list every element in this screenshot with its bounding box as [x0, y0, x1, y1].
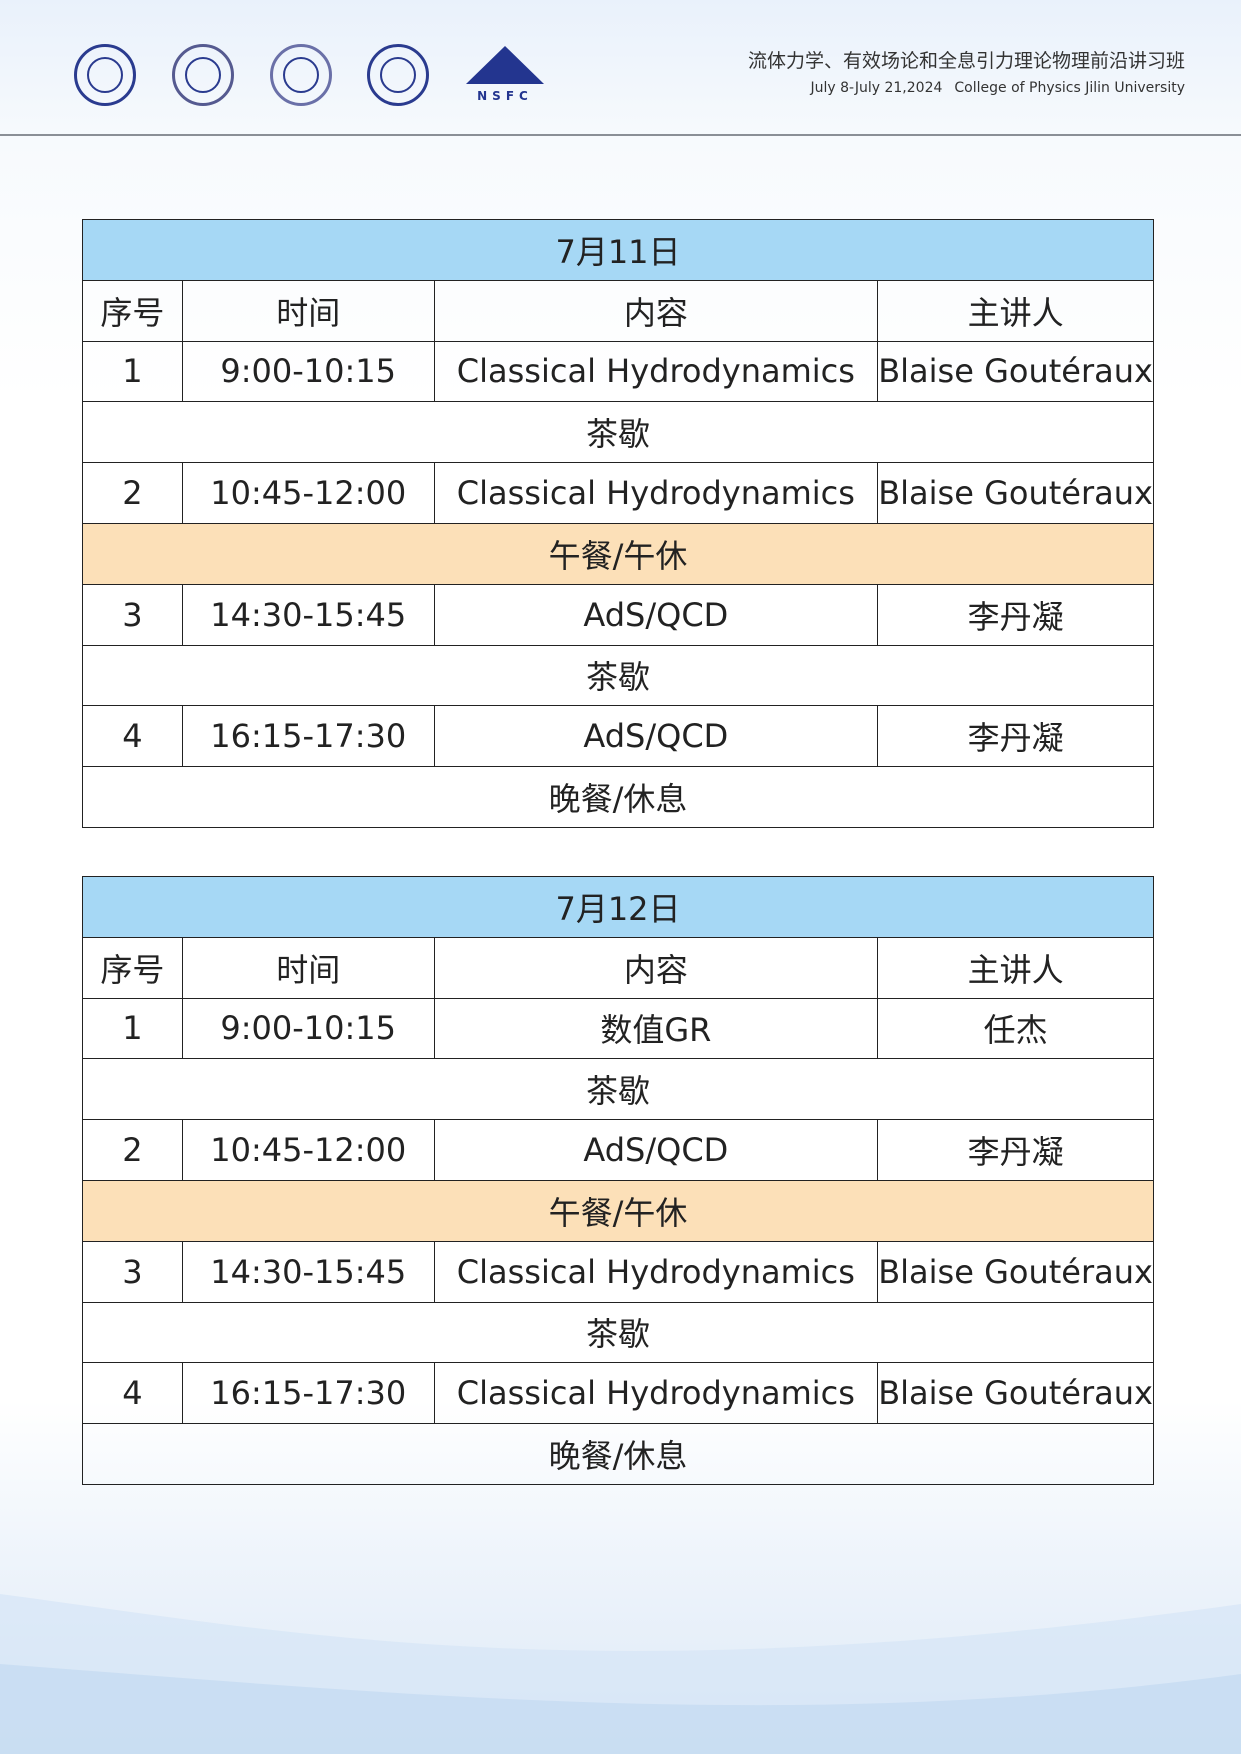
session-no: 3 [82, 1240, 183, 1303]
session-no: 2 [82, 462, 183, 524]
session-speaker: Blaise Goutéraux [877, 1240, 1154, 1303]
break-row: 茶歇 [82, 644, 1154, 707]
jilin-university-logo [74, 44, 136, 106]
session-speaker: Blaise Goutéraux [877, 1362, 1154, 1425]
session-speaker: 李丹凝 [877, 1119, 1154, 1181]
column-header: 内容 [433, 936, 879, 999]
session-content: Classical Hydrodynamics [433, 340, 879, 403]
session-time: 9:00-10:15 [181, 997, 435, 1060]
nsfc-logo: NSFC [466, 46, 544, 103]
session-no: 1 [82, 997, 183, 1060]
day-header-row: 7月12日 [82, 876, 1154, 938]
session-content: Classical Hydrodynamics [433, 1240, 879, 1303]
session-row: 2 10:45-12:00 Classical Hydrodynamics Blais… [82, 462, 1154, 524]
session-time: 10:45-12:00 [181, 1119, 435, 1181]
break-label: 茶歇 [82, 644, 1154, 707]
column-header-row: 序号 时间 内容 主讲人 [82, 936, 1154, 999]
session-content: AdS/QCD [433, 1119, 879, 1181]
session-no: 3 [82, 583, 183, 646]
break-label: 茶歇 [82, 1301, 1154, 1364]
session-speaker: 任杰 [877, 997, 1154, 1060]
schedule-table-day2: 7月12日 序号 时间 内容 主讲人 1 9:00-10:15 数值GR 任杰 茶歇 2 10:45-… [82, 876, 1154, 1485]
dates: July 8-July 21,2024 [810, 80, 943, 96]
column-header: 序号 [82, 936, 183, 999]
session-row: 1 9:00-10:15 数值GR 任杰 [82, 997, 1154, 1060]
column-header: 时间 [181, 279, 435, 342]
column-header: 主讲人 [877, 279, 1154, 342]
lunch-row: 午餐/午休 [82, 522, 1154, 585]
session-time: 16:15-17:30 [181, 1362, 435, 1425]
session-no: 4 [82, 1362, 183, 1425]
workshop-subtitle: July 8-July 21,2024 College of Physics Ji… [811, 80, 1186, 96]
session-no: 1 [82, 340, 183, 403]
session-time: 14:30-15:45 [181, 1240, 435, 1303]
workshop-title: 流体力学、有效场论和全息引力理论物理前沿讲习班 [747, 50, 1185, 72]
day-date: 7月11日 [82, 219, 1154, 281]
technology-university-logo [367, 44, 429, 106]
session-speaker: 李丹凝 [877, 583, 1154, 646]
break-label: 茶歇 [82, 401, 1154, 464]
break-row: 茶歇 [82, 1058, 1154, 1121]
session-row: 2 10:45-12:00 AdS/QCD 李丹凝 [82, 1119, 1154, 1181]
session-content: Classical Hydrodynamics [433, 462, 879, 524]
column-header: 时间 [181, 936, 435, 999]
column-header: 内容 [433, 279, 879, 342]
break-label: 晚餐/休息 [82, 766, 1154, 828]
page-header: NSFC 流体力学、有效场论和全息引力理论物理前沿讲习班 July 8-July… [0, 0, 1241, 136]
session-content: Classical Hydrodynamics [433, 1362, 879, 1425]
session-row: 3 14:30-15:45 Classical Hydrodynamics Blais… [82, 1240, 1154, 1303]
day-header-row: 7月11日 [82, 219, 1154, 281]
session-no: 2 [82, 1119, 183, 1181]
session-time: 16:15-17:30 [181, 705, 435, 768]
column-header: 序号 [82, 279, 183, 342]
svg-text:NSFC: NSFC [477, 89, 533, 103]
break-label: 茶歇 [82, 1058, 1154, 1121]
organizer: College of Physics Jilin University [954, 80, 1185, 96]
session-row: 1 9:00-10:15 Classical Hydrodynamics Blaise… [82, 340, 1154, 403]
decorative-wave [0, 1594, 1241, 1754]
lunch-row: 午餐/午休 [82, 1179, 1154, 1242]
session-speaker: Blaise Goutéraux [877, 462, 1154, 524]
session-row: 4 16:15-17:30 AdS/QCD 李丹凝 [82, 705, 1154, 768]
lunch-label: 午餐/午休 [82, 522, 1154, 585]
session-content: AdS/QCD [433, 583, 879, 646]
break-row: 晚餐/休息 [82, 766, 1154, 828]
break-row: 晚餐/休息 [82, 1423, 1154, 1485]
lunch-label: 午餐/午休 [82, 1179, 1154, 1242]
break-row: 茶歇 [82, 401, 1154, 464]
session-time: 10:45-12:00 [181, 462, 435, 524]
session-time: 14:30-15:45 [181, 583, 435, 646]
college-physics-logo [172, 44, 234, 106]
column-header: 主讲人 [877, 936, 1154, 999]
column-header-row: 序号 时间 内容 主讲人 [82, 279, 1154, 342]
session-content: 数值GR [433, 997, 879, 1060]
session-no: 4 [82, 705, 183, 768]
day-date: 7月12日 [82, 876, 1154, 938]
session-row: 4 16:15-17:30 Classical Hydrodynamics Blais… [82, 1362, 1154, 1425]
session-row: 3 14:30-15:45 AdS/QCD 李丹凝 [82, 583, 1154, 646]
break-row: 茶歇 [82, 1301, 1154, 1364]
session-speaker: 李丹凝 [877, 705, 1154, 768]
schedule-table-day1: 7月11日 序号 时间 内容 主讲人 1 9:00-10:15 Classical Hydro… [82, 219, 1154, 828]
session-time: 9:00-10:15 [181, 340, 435, 403]
physics-society-logo [270, 44, 332, 106]
session-speaker: Blaise Goutéraux [877, 340, 1154, 403]
session-content: AdS/QCD [433, 705, 879, 768]
break-label: 晚餐/休息 [82, 1423, 1154, 1485]
